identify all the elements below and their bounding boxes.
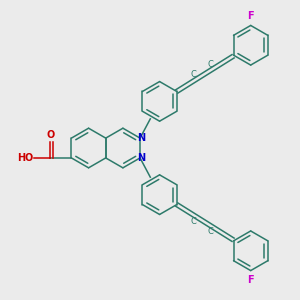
Text: C: C xyxy=(191,217,197,226)
Text: F: F xyxy=(248,11,254,22)
Text: C: C xyxy=(208,60,214,69)
Text: C: C xyxy=(208,227,214,236)
Text: N: N xyxy=(137,153,145,163)
Text: H: H xyxy=(17,153,25,163)
Text: O: O xyxy=(25,153,33,163)
Text: O: O xyxy=(46,130,55,140)
Text: F: F xyxy=(248,274,254,285)
Text: C: C xyxy=(191,70,197,80)
Text: N: N xyxy=(137,133,145,143)
